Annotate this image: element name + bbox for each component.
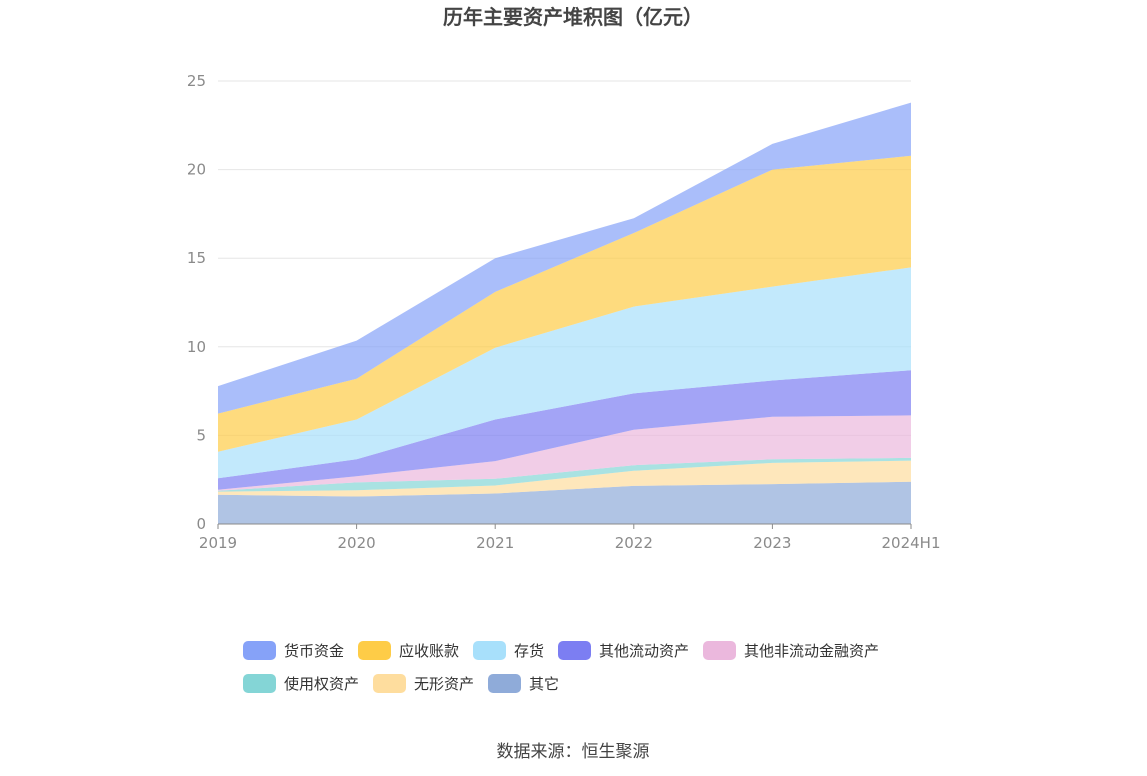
x-tick-label: 2021: [476, 534, 514, 552]
legend-swatch: [488, 674, 521, 693]
y-tick-label: 0: [196, 515, 206, 533]
legend-swatch: [558, 641, 591, 660]
axes: 0 5 10 15 20 25 2019 2020 2021 2022 2023 2024H1: [187, 72, 941, 552]
area-series: [218, 102, 911, 524]
legend-label: 应收账款: [399, 642, 459, 660]
x-tick-label: 2019: [199, 534, 237, 552]
source-note: 数据来源：恒生聚源: [497, 742, 650, 762]
y-tick-label: 5: [196, 426, 206, 444]
legend-label: 存货: [514, 642, 544, 660]
legend-label: 其它: [529, 675, 559, 693]
legend-swatch: [373, 674, 406, 693]
area-series-0: [218, 481, 911, 524]
area-series-4: [218, 370, 911, 490]
area-series-6: [218, 155, 911, 452]
area-series-2: [218, 457, 911, 492]
legend-swatch: [358, 641, 391, 660]
area-series-3: [218, 415, 911, 491]
legend-swatch: [703, 641, 736, 660]
legend-label: 无形资产: [414, 675, 474, 693]
area-series-1: [218, 460, 911, 497]
chart-title: 历年主要资产堆积图（亿元）: [443, 5, 703, 29]
y-tick-label: 20: [187, 161, 206, 179]
y-tick-label: 10: [187, 338, 206, 356]
legend-label: 货币资金: [284, 642, 344, 660]
area-series-7: [218, 102, 911, 414]
legend-label: 其他非流动金融资产: [744, 642, 879, 660]
x-tick-label: 2022: [615, 534, 653, 552]
x-tick-label: 2024H1: [882, 534, 941, 552]
legend-swatch: [243, 641, 276, 660]
legend-label: 其他流动资产: [599, 642, 689, 660]
legend-swatch: [243, 674, 276, 693]
area-series-5: [218, 267, 911, 479]
legend-label: 使用权资产: [284, 675, 359, 693]
x-tick-label: 2023: [753, 534, 791, 552]
x-tick-label: 2020: [338, 534, 376, 552]
legend-swatch: [473, 641, 506, 660]
y-tick-label: 25: [187, 72, 206, 90]
y-tick-label: 15: [187, 249, 206, 267]
